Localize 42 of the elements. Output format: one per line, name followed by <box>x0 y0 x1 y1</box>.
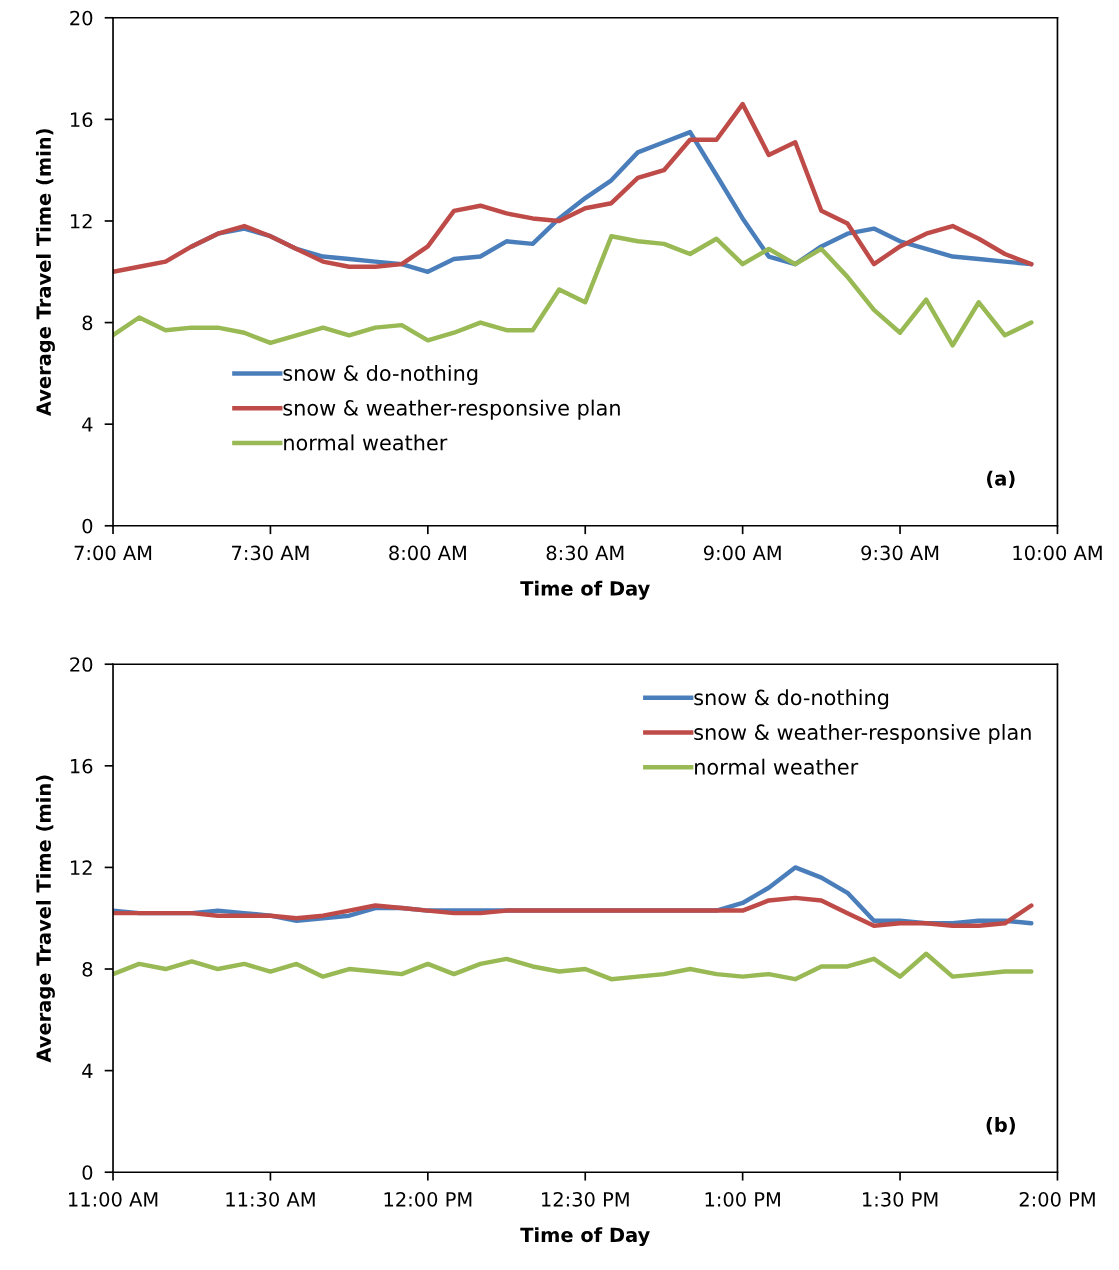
y-tick-label: 16 <box>70 112 93 128</box>
x-tick-label: 8:30 AM <box>546 545 624 561</box>
x-tick-label: 1:00 PM <box>705 1192 780 1207</box>
x-tick-label: 11:00 AM <box>69 1192 158 1207</box>
x-tick-label: 12:30 PM <box>542 1192 629 1207</box>
legend-label: normal weather <box>695 758 859 775</box>
legend-label: snow & do-nothing <box>694 689 889 710</box>
annotation: (a) <box>987 470 1015 488</box>
y-tick-label: 12 <box>70 213 92 229</box>
x-axis-title: Time of Day <box>520 580 650 600</box>
x-tick-label: 10:00 AM <box>1013 545 1102 561</box>
x-tick-label: 7:30 AM <box>232 545 309 561</box>
line-series <box>113 895 1034 929</box>
y-tick-label: 8 <box>82 961 93 977</box>
legend-label: snow & weather-responsive plan <box>283 399 620 420</box>
y-axis-title: Average Travel Time (min) <box>35 775 55 1063</box>
x-tick-label: 2:00 PM <box>1019 1192 1095 1207</box>
y-tick-label: 0 <box>82 518 93 534</box>
y-tick-label: 20 <box>70 657 93 672</box>
y-axis-title: Average Travel Time (min) <box>35 129 55 416</box>
x-tick-label: 7:00 AM <box>74 545 152 561</box>
y-tick-label: 16 <box>70 758 93 774</box>
y-tick-label: 0 <box>82 1165 93 1180</box>
line-series <box>113 234 1034 348</box>
line-series <box>113 101 1034 274</box>
y-tick-label: 20 <box>70 10 93 26</box>
x-tick-label: 9:00 AM <box>703 545 781 561</box>
x-tick-label: 12:00 PM <box>384 1192 472 1207</box>
y-tick-label: 12 <box>70 860 92 875</box>
legend-label: snow & do-nothing <box>283 364 478 386</box>
x-axis-title: Time of Day <box>520 1227 650 1247</box>
y-tick-label: 4 <box>82 1063 93 1078</box>
x-tick-label: 1:30 PM <box>863 1192 938 1207</box>
y-tick-label: 8 <box>82 315 93 331</box>
y-tick-label: 4 <box>82 417 93 432</box>
annotation: (b) <box>986 1117 1015 1135</box>
legend-label: snow & weather-responsive plan <box>694 723 1031 745</box>
x-tick-label: 11:30 AM <box>226 1192 315 1207</box>
legend-label: normal weather <box>284 434 448 451</box>
x-tick-label: 8:00 AM <box>389 545 466 561</box>
line-series <box>113 951 1034 982</box>
x-tick-label: 9:30 AM <box>861 545 939 561</box>
